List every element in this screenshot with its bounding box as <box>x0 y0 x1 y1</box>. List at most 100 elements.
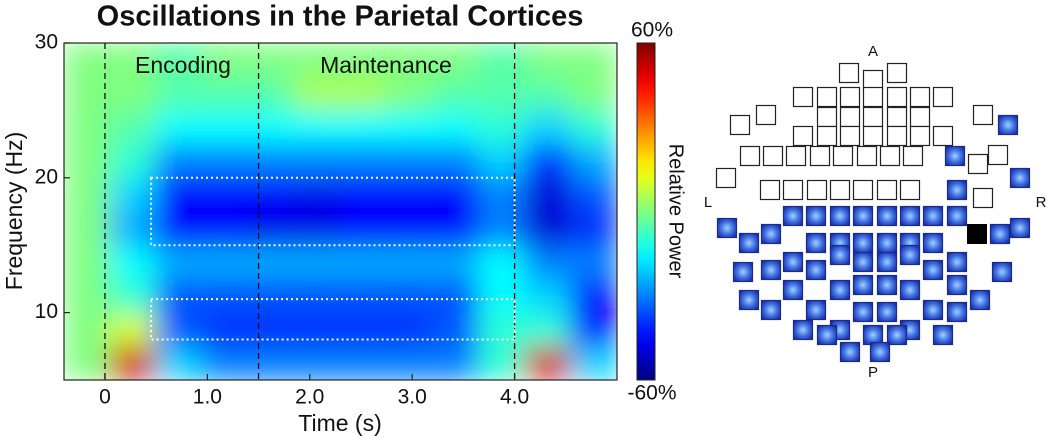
heat-cell <box>109 312 157 347</box>
sensor <box>946 251 968 273</box>
sensor <box>886 106 908 128</box>
sensor <box>759 179 781 201</box>
sensor <box>805 299 827 321</box>
sensor <box>816 106 838 128</box>
heat-cell <box>293 278 341 314</box>
heat-cell <box>570 143 617 179</box>
roi-box <box>150 176 516 247</box>
heat-cell <box>524 278 572 314</box>
heat-cell <box>64 43 111 78</box>
heat-cell <box>155 177 203 212</box>
heat-cell <box>293 76 341 111</box>
sensor <box>852 232 874 254</box>
heat-cell <box>386 76 434 111</box>
sensor <box>862 324 884 346</box>
y-tick-label: 10 <box>35 300 58 323</box>
sensor <box>886 62 908 84</box>
sensor <box>862 69 884 91</box>
heat-cell <box>432 244 480 280</box>
sensor <box>1009 217 1031 239</box>
sensor <box>932 324 954 346</box>
heat-cell <box>386 177 434 212</box>
colorbar <box>636 42 656 381</box>
heat-cell <box>293 211 341 246</box>
overlay <box>104 43 516 380</box>
sensor <box>972 104 994 126</box>
sensor <box>1009 167 1031 189</box>
heat-cell <box>293 143 341 179</box>
sensor <box>792 319 814 341</box>
sensor <box>972 187 994 209</box>
sensor <box>806 179 828 201</box>
sensor <box>876 232 898 254</box>
sensor <box>899 279 921 301</box>
heat-cell <box>64 345 111 380</box>
x-tick-label: 2.0 <box>295 386 324 409</box>
heat-cell <box>293 345 341 380</box>
heat-cell <box>109 278 157 314</box>
colorbar-tick-label: -60% <box>627 382 676 405</box>
sensor <box>782 179 804 201</box>
heat-cell <box>386 345 434 380</box>
heat-cell <box>524 109 572 145</box>
sensor <box>732 261 754 283</box>
heat-cell <box>201 345 249 380</box>
sensor <box>909 125 931 147</box>
sensor <box>816 86 838 108</box>
heat-cell <box>340 76 388 111</box>
sensor <box>876 251 898 273</box>
heat-cell <box>432 43 480 78</box>
x-tick-label: 4.0 <box>500 386 529 409</box>
sensor <box>792 125 814 147</box>
sensor <box>987 144 1009 166</box>
heat-cell <box>109 345 157 380</box>
heat-cell <box>340 109 388 145</box>
heat-cell <box>247 76 295 111</box>
heat-cell <box>201 109 249 145</box>
sensor <box>862 125 884 147</box>
sensor <box>852 274 874 296</box>
heat-cell <box>386 43 434 78</box>
heat-cell <box>340 43 388 78</box>
sensor <box>991 261 1013 283</box>
heat-cell <box>201 177 249 212</box>
heat-cell <box>524 312 572 347</box>
heat-cell <box>524 345 572 380</box>
heat-cell <box>109 43 157 78</box>
heat-cell <box>432 177 480 212</box>
heat-cell <box>247 109 295 145</box>
x-tick-label: 0 <box>99 386 111 409</box>
sensor <box>922 299 944 321</box>
sensor <box>932 86 954 108</box>
heat-cell <box>478 312 526 347</box>
sensor <box>876 179 898 201</box>
heat-cell <box>386 278 434 314</box>
colorbar-tick-label: 60% <box>631 19 673 42</box>
heat-cell <box>478 278 526 314</box>
sensor <box>909 86 931 108</box>
sensor <box>876 301 898 323</box>
x-tick-label: 1.0 <box>193 386 222 409</box>
heat-cell <box>524 76 572 111</box>
heat-cell <box>340 244 388 280</box>
heat-cell <box>340 278 388 314</box>
heat-cell <box>386 143 434 179</box>
sensor <box>829 279 851 301</box>
map-label: A <box>868 43 878 60</box>
heat-cell <box>247 43 295 78</box>
sensor <box>760 223 782 245</box>
heat-cell <box>293 312 341 347</box>
sensor <box>839 86 861 108</box>
sensor <box>967 153 989 175</box>
sensor <box>805 259 827 281</box>
heat-cell <box>340 312 388 347</box>
heat-cell <box>432 345 480 380</box>
heat-cell <box>201 143 249 179</box>
map-label: P <box>868 364 878 381</box>
heat-cell <box>570 211 617 246</box>
sensor <box>876 274 898 296</box>
heat-cell <box>386 312 434 347</box>
heat-cell <box>247 177 295 212</box>
heat-cell <box>247 244 295 280</box>
sensor <box>869 341 891 363</box>
